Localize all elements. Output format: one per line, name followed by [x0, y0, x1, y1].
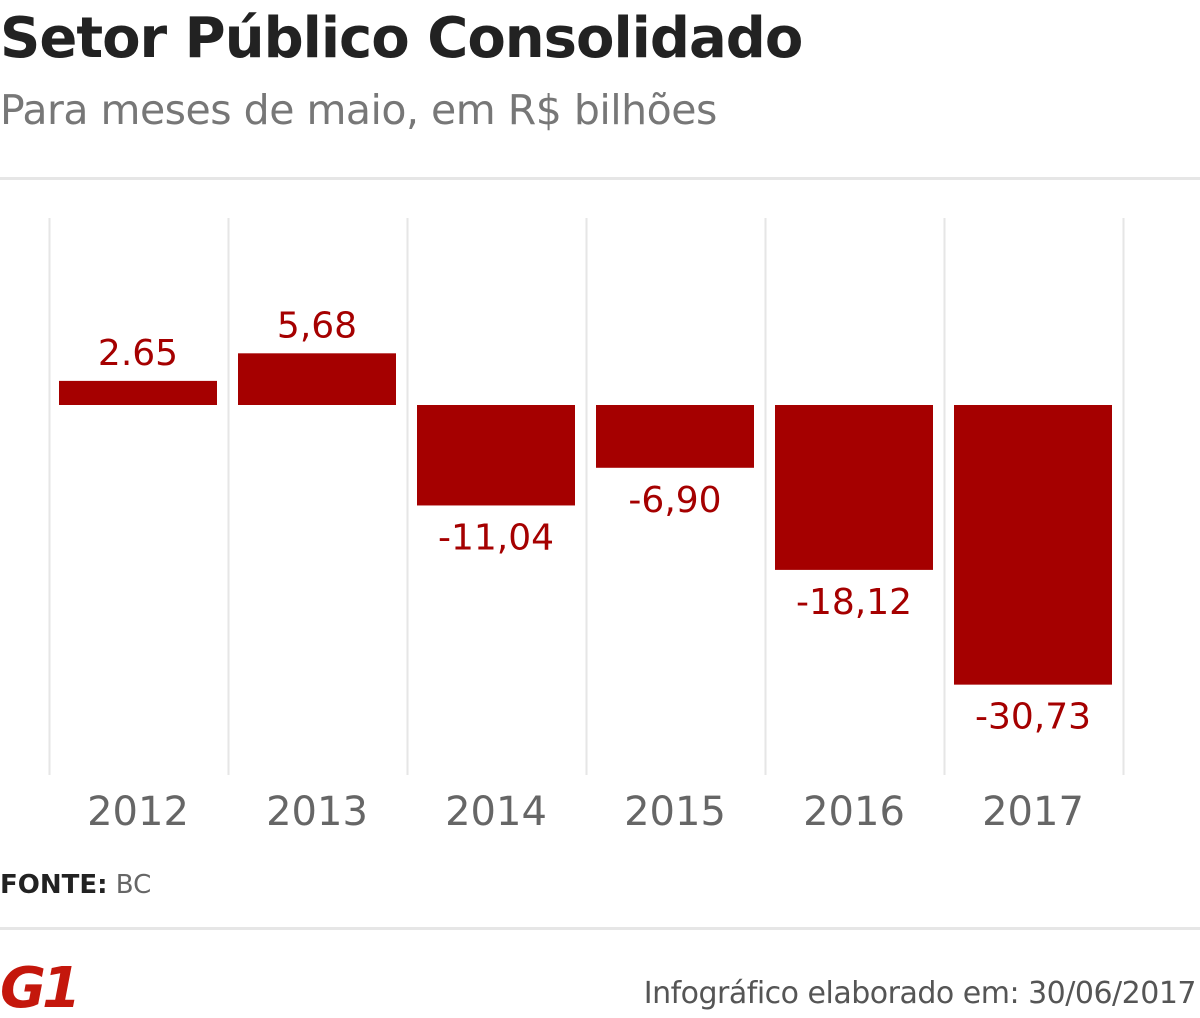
source-value: BC	[115, 870, 152, 900]
value-label-2017: -30,73	[975, 697, 1091, 738]
g1-logo-text: G1	[0, 956, 77, 1015]
x-tick-label-2014: 2014	[445, 789, 547, 835]
bar-2015	[596, 405, 754, 468]
bar-2013	[238, 353, 396, 405]
footer-divider	[0, 927, 1200, 930]
bar-2014	[417, 405, 575, 506]
bar-2017	[954, 405, 1112, 685]
x-tick-label-2013: 2013	[266, 789, 368, 835]
g1-logo: G1	[0, 956, 81, 1015]
header-divider	[0, 177, 1200, 180]
value-label-2013: 5,68	[277, 305, 357, 346]
credit-line: Infográfico elaborado em: 30/06/2017	[643, 976, 1197, 1011]
x-tick-label-2016: 2016	[803, 789, 905, 835]
chart-title: Setor Público Consolidado	[0, 6, 803, 71]
value-label-2016: -18,12	[796, 582, 912, 623]
bar-2016	[775, 405, 933, 570]
x-tick-label-2015: 2015	[624, 789, 726, 835]
chart-subtitle: Para meses de maio, em R$ bilhões	[0, 86, 717, 134]
bar-chart: 2.65 2012 5,68 2013 -11,04 2014 -6,90 2015 -18,1…	[48, 218, 1125, 835]
value-label-2015: -6,90	[628, 480, 721, 521]
value-label-2012: 2.65	[98, 333, 178, 374]
bar-2012	[59, 380, 217, 405]
x-tick-label-2012: 2012	[87, 789, 189, 835]
source-label: FONTE:	[0, 870, 108, 900]
source-note: FONTE: BC	[0, 870, 151, 900]
x-tick-label-2017: 2017	[982, 789, 1084, 835]
value-label-2014: -11,04	[438, 517, 554, 558]
